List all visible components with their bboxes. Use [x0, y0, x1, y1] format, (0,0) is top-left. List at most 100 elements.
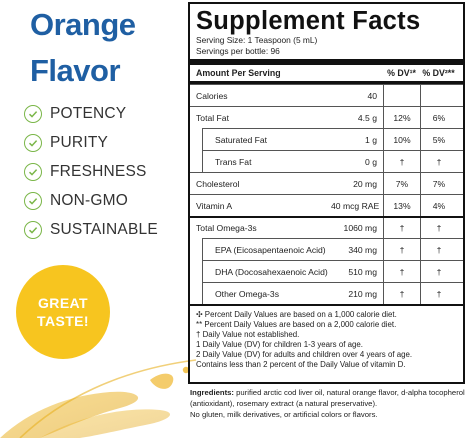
great-taste-badge: GREAT TASTE! [16, 265, 110, 359]
nutrient-amount: 40 [367, 90, 377, 101]
nutrient-amount: 510 mg [348, 266, 377, 277]
oil-splash-icon [0, 359, 197, 438]
table-row: Saturated Fat 1 g 10% 5% [202, 128, 463, 150]
ingredients-block: Ingredients: purified arctic cod liver o… [190, 387, 465, 421]
nutrient-dv2: 5% [420, 129, 457, 150]
indent-wrap: Other Omega-3s [202, 283, 331, 304]
table-row: Trans Fat 0 g † † [202, 150, 463, 172]
footnote: Contains less than 2 percent of the Dail… [196, 359, 406, 369]
nutrient-dv1: 12% [383, 107, 420, 128]
badge-line2: TASTE! [37, 313, 89, 329]
header-dv1: % DV¹* [387, 68, 416, 78]
nutrient-amount: 1060 mg [343, 223, 377, 233]
table-row: Calories 40 [190, 84, 463, 106]
nutrient-dv1: 10% [383, 129, 420, 150]
nutrient-amount: 4.5 g [357, 112, 377, 123]
ingredients-list: purified arctic cod liver oil, natural o… [190, 388, 465, 409]
nutrient-amount: 1 g [365, 134, 377, 145]
nutrient-dv1: † [383, 218, 420, 238]
nutrient-dv2: † [420, 261, 457, 282]
nutrient-name: Vitamin A [196, 200, 233, 211]
nutrient-dv2: † [420, 218, 457, 238]
serving-size: Serving Size: 1 Teaspoon (5 mL) [196, 35, 318, 45]
nutrient-dv1 [383, 85, 420, 106]
indent-wrap: Trans Fat [202, 151, 331, 172]
nutrient-dv2 [420, 85, 457, 106]
nutrient-amount: 0 g [365, 156, 377, 167]
claim-label: SUSTAINABLE [50, 220, 158, 238]
nutrient-name: Saturated Fat [215, 134, 268, 145]
nutrient-dv2: † [420, 239, 457, 260]
footnote: ✣ Percent Daily Values are based on a 1,… [196, 310, 397, 319]
nutrient-name: Total Fat [196, 112, 229, 123]
footnote: ** Percent Daily Values are based on a 2… [196, 319, 397, 329]
servings-per-container: Servings per bottle: 96 [196, 46, 280, 56]
footnote: 1 Daily Value (DV) for children 1-3 year… [196, 339, 363, 349]
claim-label: POTENCY [50, 104, 127, 122]
ingredients-label: Ingredients: [190, 388, 234, 397]
table-row: Other Omega-3s 210 mg † † [202, 282, 463, 304]
claim-item: SUSTAINABLE [24, 215, 194, 244]
nutrient-dv2: † [420, 283, 457, 304]
table-row: Total Fat 4.5 g 12% 6% [190, 106, 463, 128]
nutrient-amount: 210 mg [348, 288, 377, 299]
flavor-title-line2: Flavor [30, 53, 121, 88]
nutrient-dv2: 7% [420, 173, 457, 194]
claim-label: NON-GMO [50, 191, 129, 209]
check-circle-icon [24, 104, 42, 123]
header-dv2: % DV²** [422, 68, 455, 78]
table-row: EPA (Eicosapentaenoic Acid) 340 mg † † [202, 238, 463, 260]
nutrient-dv1: † [383, 283, 420, 304]
nutrient-name: EPA (Eicosapentaenoic Acid) [215, 244, 326, 255]
check-circle-icon [24, 162, 42, 181]
nutrient-amount: 20 mg [353, 178, 377, 189]
claim-item: POTENCY [24, 99, 194, 128]
header-amount-per-serving: Amount Per Serving [196, 68, 281, 78]
nutrient-dv1: † [383, 261, 420, 282]
thick-rule [190, 59, 463, 65]
table-row: Vitamin A 40 mcg RAE 13% 4% [190, 194, 463, 216]
nutrient-dv2: † [420, 151, 457, 172]
claims-list: POTENCY PURITY FRESHNESS NON-GMO SUSTAIN… [24, 99, 194, 244]
claim-label: PURITY [50, 133, 109, 151]
nutrient-dv1: 7% [383, 173, 420, 194]
nutrient-rows: Calories 40 Total Fat 4.5 g 12% 6% Saturated F… [190, 84, 463, 304]
claim-item: NON-GMO [24, 186, 194, 215]
nutrient-name: Cholesterol [196, 178, 240, 189]
footnote: 2 Daily Value (DV) for adults and childr… [196, 349, 413, 359]
nutrient-name: Total Omega-3s [196, 223, 257, 233]
flavor-title-line1: Orange [30, 7, 136, 42]
table-row: Cholesterol 20 mg 7% 7% [190, 172, 463, 194]
table-row: Total Omega-3s 1060 mg † † [190, 216, 463, 238]
nutrient-dv1: † [383, 151, 420, 172]
nutrient-dv2: 4% [420, 195, 457, 216]
nutrient-dv1: 13% [383, 195, 420, 216]
ingredients-note: No gluten, milk derivatives, or artifici… [190, 410, 378, 420]
footnote: † Daily Value not established. [196, 329, 300, 339]
check-circle-icon [24, 191, 42, 210]
nutrient-name: Other Omega-3s [215, 288, 279, 299]
ingredients-text: Ingredients: purified arctic cod liver o… [190, 387, 465, 409]
supplement-facts-label: Supplement Facts Serving Size: 1 Teaspoo… [188, 2, 465, 384]
check-circle-icon [24, 220, 42, 239]
badge-line1: GREAT [38, 295, 88, 311]
medium-rule [190, 81, 463, 84]
nutrient-amount: 40 mcg RAE [331, 200, 380, 211]
table-row: DHA (Docosahexaenoic Acid) 510 mg † † [202, 260, 463, 282]
indent-wrap: EPA (Eicosapentaenoic Acid) [202, 239, 331, 260]
nutrient-dv1: † [383, 239, 420, 260]
nutrient-name: DHA (Docosahexaenoic Acid) [215, 266, 328, 277]
claim-item: FRESHNESS [24, 157, 194, 186]
table-header: Amount Per Serving % DV¹* % DV²** [190, 65, 463, 81]
check-circle-icon [24, 133, 42, 152]
nutrient-name: Calories [196, 90, 228, 101]
claim-label: FRESHNESS [50, 162, 147, 180]
nutrient-name: Trans Fat [215, 156, 252, 167]
claim-item: PURITY [24, 128, 194, 157]
nutrient-amount: 340 mg [348, 244, 377, 255]
indent-wrap: DHA (Docosahexaenoic Acid) [202, 261, 331, 282]
indent-wrap: Saturated Fat [202, 129, 331, 150]
label-title: Supplement Facts [196, 7, 421, 35]
flavor-title: Orange Flavor [30, 2, 190, 94]
nutrient-dv2: 6% [420, 107, 457, 128]
